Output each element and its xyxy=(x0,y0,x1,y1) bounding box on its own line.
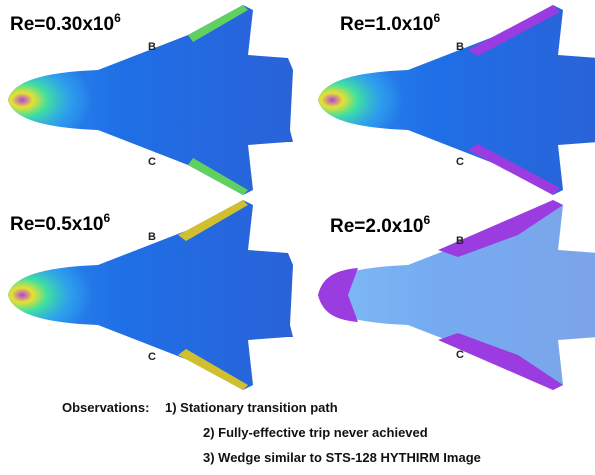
label-b: B xyxy=(148,231,156,243)
observation-item: 1) Stationary transition path xyxy=(165,400,338,415)
observations: Observations: 1) Stationary transition p… xyxy=(62,400,481,465)
panel-label: Re=1.0x106 xyxy=(340,11,441,35)
observations-heading: Observations: xyxy=(62,400,149,415)
panel-label: Re=2.0x106 xyxy=(330,213,431,237)
observation-item: 2) Fully-effective trip never achieved xyxy=(203,425,428,440)
observation-item: 3) Wedge similar to STS-128 HYTHIRM Imag… xyxy=(203,450,481,465)
label-exponent: 6 xyxy=(114,11,121,25)
label-b: B xyxy=(456,41,464,53)
label-exponent: 6 xyxy=(434,11,441,25)
label-exponent: 6 xyxy=(104,211,111,225)
label-c: C xyxy=(456,156,464,168)
label-text: Re=1.0x10 xyxy=(340,14,434,35)
label-b: B xyxy=(148,41,156,53)
label-b: B xyxy=(456,235,464,247)
panel-labels: Re=0.30x106 Re=1.0x106 Re=0.5x106 Re=2.0… xyxy=(10,11,441,237)
label-c: C xyxy=(148,156,156,168)
label-c: C xyxy=(148,351,156,363)
label-text: Re=0.5x10 xyxy=(10,214,104,235)
label-text: Re=0.30x10 xyxy=(10,14,114,35)
panel-label: Re=0.30x106 xyxy=(10,11,121,35)
label-text: Re=2.0x10 xyxy=(330,216,424,237)
point-labels: B B B B C C C C xyxy=(148,41,464,363)
label-exponent: 6 xyxy=(424,213,431,227)
panel-label: Re=0.5x106 xyxy=(10,211,111,235)
shuttle-br xyxy=(318,200,595,390)
label-c: C xyxy=(456,349,464,361)
shuttle-images xyxy=(8,5,595,390)
